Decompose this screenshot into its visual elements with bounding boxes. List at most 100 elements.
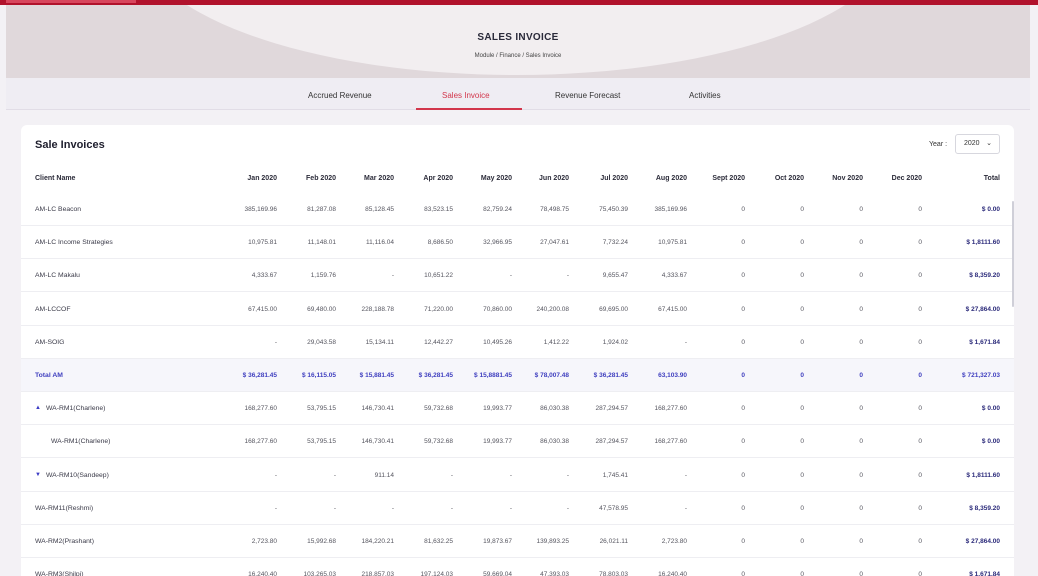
client-name-cell: AM-SOIG bbox=[35, 338, 65, 346]
month-value-cell: 78,803.03 bbox=[599, 571, 628, 576]
month-value-cell: 0 bbox=[800, 538, 804, 545]
month-value-cell: $ 78,007.48 bbox=[534, 372, 569, 379]
table-row: WA-RM1(Charlene) 168,277.60 53,795.15 146,7… bbox=[21, 425, 1014, 459]
month-value-cell: 385,169.96 bbox=[244, 206, 277, 213]
year-label: Year : bbox=[929, 141, 948, 148]
month-value-cell: 69,695.00 bbox=[599, 305, 628, 313]
column-header: Jan 2020 bbox=[247, 175, 277, 182]
month-value-cell: - bbox=[274, 338, 277, 346]
month-value-cell: 2,723.80 bbox=[251, 538, 277, 545]
tab-bar: Accrued Revenue Sales Invoice Revenue Fo… bbox=[6, 78, 1030, 110]
client-name-cell: WA-RM1(Charlene) bbox=[46, 405, 106, 413]
month-value-cell: 0 bbox=[800, 338, 804, 346]
client-name-cell: AM-LC Income Strategies bbox=[35, 239, 113, 247]
month-value-cell: 287,294.57 bbox=[595, 438, 628, 446]
month-value-cell: 0 bbox=[859, 405, 863, 413]
column-header: Mar 2020 bbox=[364, 175, 394, 182]
table-row[interactable]: ▼ WA-RM10(Sandeep) - - 911.14 - - - 1,745.41 - 0 0 0… bbox=[21, 459, 1014, 492]
month-value-cell: 0 bbox=[800, 206, 804, 213]
month-value-cell: 26,021.11 bbox=[599, 538, 628, 545]
row-total-cell: $ 0.00 bbox=[981, 206, 1000, 213]
month-value-cell: 1,924.02 bbox=[602, 338, 628, 346]
month-value-cell: 0 bbox=[859, 471, 863, 479]
client-name-cell: WA-RM10(Sandeep) bbox=[46, 471, 109, 479]
month-value-cell: 0 bbox=[800, 272, 804, 280]
row-total-cell: $ 8,359.20 bbox=[969, 504, 1000, 512]
month-value-cell: 0 bbox=[800, 571, 804, 576]
month-value-cell: 0 bbox=[859, 206, 863, 213]
column-header: Nov 2020 bbox=[832, 175, 863, 182]
column-header: Dec 2020 bbox=[891, 175, 922, 182]
month-value-cell: 0 bbox=[741, 438, 745, 446]
month-value-cell: 10,975.81 bbox=[248, 239, 277, 247]
month-value-cell: 29,043.58 bbox=[307, 338, 336, 346]
month-value-cell: 0 bbox=[859, 338, 863, 346]
month-value-cell: 0 bbox=[800, 405, 804, 413]
table-header: Client Name Jan 2020 Feb 2020 Mar 2020 Apr 2… bbox=[21, 170, 1014, 192]
client-name-cell: WA-RM11(Reshmi) bbox=[35, 504, 94, 512]
month-value-cell: 67,415.00 bbox=[248, 305, 277, 313]
table-row[interactable]: ▲ WA-RM1(Charlene) 168,277.60 53,795.15 146,… bbox=[21, 392, 1014, 426]
column-header: May 2020 bbox=[480, 175, 512, 182]
month-value-cell: 16,240.40 bbox=[248, 571, 277, 576]
month-value-cell: - bbox=[684, 504, 687, 512]
month-value-cell: - bbox=[450, 471, 453, 479]
month-value-cell: 11,116.04 bbox=[366, 239, 394, 247]
tab-activities[interactable]: Activities bbox=[689, 91, 721, 100]
column-header: Apr 2020 bbox=[423, 175, 453, 182]
tab-revenue-forecast[interactable]: Revenue Forecast bbox=[555, 91, 621, 100]
row-total-cell: $ 0.00 bbox=[981, 438, 1000, 446]
month-value-cell: 81,287.08 bbox=[307, 206, 336, 213]
month-value-cell: 168,277.60 bbox=[244, 438, 277, 446]
month-value-cell: 63,103.90 bbox=[658, 372, 687, 379]
month-value-cell: 0 bbox=[859, 538, 863, 545]
month-value-cell: 0 bbox=[800, 471, 804, 479]
table-row: WA-RM2(Prashant) 2,723.80 15,992.68 184,220… bbox=[21, 525, 1014, 558]
month-value-cell: 47,393.03 bbox=[540, 571, 569, 576]
tab-accrued-revenue[interactable]: Accrued Revenue bbox=[308, 91, 372, 100]
client-name-cell: Total AM bbox=[35, 372, 63, 379]
month-value-cell: 19,993.77 bbox=[483, 438, 512, 446]
month-value-cell: 0 bbox=[918, 372, 922, 379]
year-select[interactable]: 2020 ⌄ bbox=[955, 134, 1000, 154]
month-value-cell: 385,169.96 bbox=[654, 206, 687, 213]
month-value-cell: 70,860.00 bbox=[483, 305, 512, 313]
month-value-cell: 0 bbox=[918, 272, 922, 280]
month-value-cell: 9,655.47 bbox=[602, 272, 628, 280]
month-value-cell: 16,240.40 bbox=[658, 571, 687, 576]
top-accent-bar bbox=[0, 0, 1038, 5]
month-value-cell: 0 bbox=[741, 272, 745, 280]
month-value-cell: 8,686.50 bbox=[427, 239, 453, 247]
month-value-cell: 0 bbox=[918, 206, 922, 213]
month-value-cell: 240,200.08 bbox=[536, 305, 569, 313]
month-value-cell: $ 15,8881.45 bbox=[474, 372, 512, 379]
month-value-cell: - bbox=[566, 471, 569, 479]
table-scrollbar[interactable] bbox=[1012, 201, 1014, 307]
month-value-cell: 0 bbox=[741, 538, 745, 545]
month-value-cell: 10,495.26 bbox=[483, 338, 512, 346]
month-value-cell: 71,220.00 bbox=[424, 305, 453, 313]
table-row: AM-SOIG - 29,043.58 15,134.11 12,442.27 10,49… bbox=[21, 326, 1014, 359]
card-title: Sale Invoices bbox=[35, 139, 105, 151]
client-name-cell: WA-RM1(Charlene) bbox=[51, 438, 111, 446]
month-value-cell: 4,333.67 bbox=[661, 272, 687, 280]
tab-sales-invoice[interactable]: Sales Invoice bbox=[442, 91, 490, 100]
month-value-cell: 0 bbox=[741, 571, 745, 576]
month-value-cell: 0 bbox=[859, 272, 863, 280]
month-value-cell: 0 bbox=[741, 305, 745, 313]
page-header: SALES INVOICE Module / Finance / Sales I… bbox=[6, 5, 1030, 78]
client-name-cell: WA-RM3(Shilpi) bbox=[35, 571, 84, 576]
month-value-cell: 168,277.60 bbox=[654, 438, 687, 446]
month-value-cell: 0 bbox=[741, 471, 745, 479]
month-value-cell: 47,578.95 bbox=[599, 504, 628, 512]
month-value-cell: - bbox=[684, 338, 687, 346]
month-value-cell: - bbox=[274, 504, 277, 512]
month-value-cell: 0 bbox=[859, 239, 863, 247]
month-value-cell: 0 bbox=[800, 372, 804, 379]
month-value-cell: - bbox=[509, 272, 512, 280]
expand-up-icon[interactable]: ▲ bbox=[35, 405, 41, 412]
expand-down-icon[interactable]: ▼ bbox=[35, 471, 41, 478]
month-value-cell: $ 36,281.45 bbox=[418, 372, 453, 379]
top-accent-left bbox=[6, 0, 136, 3]
month-value-cell: 168,277.60 bbox=[244, 405, 277, 413]
